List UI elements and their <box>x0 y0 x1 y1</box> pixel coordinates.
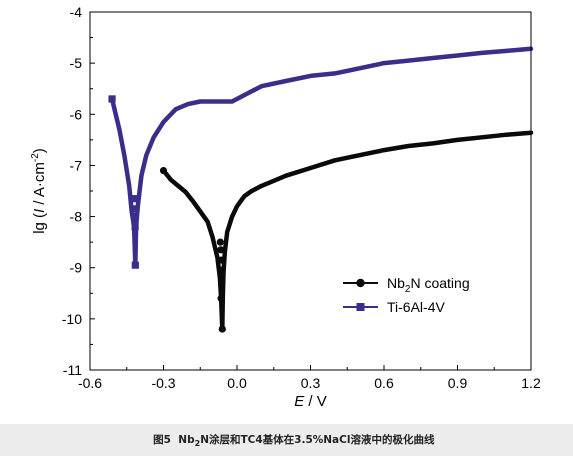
plot-area <box>108 46 534 333</box>
data-point <box>217 294 225 302</box>
legend-entry: Nb2N coating <box>343 275 470 295</box>
x-tick-label: 0.3 <box>301 375 321 391</box>
legend-marker <box>356 303 365 311</box>
figure-caption: 图5 Nb2N涂层和TC4基体在3.5%NaCl溶液中的极化曲线 <box>139 420 435 460</box>
caption-bar: 图5 Nb2N涂层和TC4基体在3.5%NaCl溶液中的极化曲线 <box>0 424 573 456</box>
y-tick-label: -7 <box>70 157 83 173</box>
caption-subscript: 2 <box>194 439 201 449</box>
y-tick-label: -9 <box>70 260 83 276</box>
polarization-chart: -0.6 -0.3 0.0 0.3 0.6 0.9 1.2 -4 -5 -6 -7 -8 -9 -10 -1… <box>30 4 541 410</box>
legend: Nb2N coating Ti-6Al-4V <box>343 275 470 315</box>
y-axis-label: lg (I / A·cm-2) <box>30 148 48 234</box>
data-point <box>218 325 226 333</box>
series-nb2n-coating <box>159 130 534 333</box>
data-point <box>216 238 224 246</box>
y-tick-label: -8 <box>70 209 83 225</box>
data-point <box>108 95 116 103</box>
data-point <box>130 195 138 203</box>
x-tick-label: -0.6 <box>78 375 102 391</box>
axes: -0.6 -0.3 0.0 0.3 0.6 0.9 1.2 -4 -5 -6 -7 -8 -9 -10 -1… <box>30 4 541 410</box>
series-line <box>161 130 534 332</box>
y-tick-label: -4 <box>70 4 83 20</box>
series-ti-6al-4v <box>108 46 534 269</box>
x-axis-label: E / V <box>294 393 327 410</box>
x-tick-label: 0.9 <box>448 375 468 391</box>
series-line <box>109 46 534 268</box>
data-point <box>130 205 138 213</box>
y-tick-label: -5 <box>70 55 83 71</box>
legend-marker <box>356 278 365 288</box>
legend-label: Ti-6Al-4V <box>387 299 445 315</box>
data-point <box>217 266 226 274</box>
x-tick-label: 0.6 <box>374 375 394 391</box>
data-point <box>130 212 139 221</box>
y-tick-label: -10 <box>62 311 82 327</box>
x-tick-label: 0.0 <box>227 375 247 391</box>
data-point <box>217 246 225 254</box>
legend-label: Nb2N coating <box>387 275 470 295</box>
y-tick-label: -6 <box>70 106 83 122</box>
data-point <box>131 261 139 269</box>
y-tick-label: -11 <box>63 362 82 378</box>
plot-frame <box>89 11 532 371</box>
data-point <box>159 166 168 175</box>
legend-entry: Ti-6Al-4V <box>343 299 445 315</box>
x-tick-label: -0.3 <box>151 375 175 391</box>
data-point <box>218 279 226 287</box>
x-tick-label: 1.2 <box>521 375 541 391</box>
caption-text-1: Nb <box>178 433 195 446</box>
caption-text-2: N涂层和TC4基体在3.5%NaCl溶液中的极化曲线 <box>200 433 435 446</box>
data-point <box>217 256 225 264</box>
caption-label: 图5 <box>153 433 171 446</box>
data-point <box>131 223 139 231</box>
